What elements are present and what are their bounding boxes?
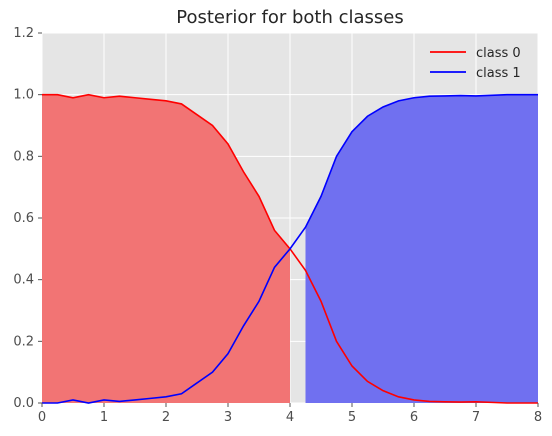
y-tick-label: 0.8 (13, 149, 34, 164)
area-class-1 (305, 94, 538, 404)
y-tick-label: 0.2 (13, 334, 34, 349)
series-line-class-1 (42, 93, 538, 404)
x-tick-label: 5 (348, 410, 356, 425)
series-lines (42, 93, 538, 404)
y-tick-label: 1.0 (13, 88, 34, 103)
chart-title: Posterior for both classes (176, 7, 404, 28)
y-tick-label: 0.0 (13, 396, 34, 411)
x-tick-label: 0 (38, 410, 46, 425)
x-tick-label: 3 (224, 410, 232, 425)
y-tick-label: 0.4 (13, 273, 34, 288)
y-tick-label: 1.2 (13, 26, 34, 41)
legend-label-class-0: class 0 (476, 46, 521, 61)
y-axis-ticks: 0.0 0.2 0.4 0.6 0.8 1.0 1.2 (13, 26, 42, 411)
x-tick-label: 2 (162, 410, 170, 425)
x-tick-label: 6 (410, 410, 418, 425)
x-tick-label: 8 (534, 410, 542, 425)
x-tick-label: 7 (472, 410, 480, 425)
y-tick-label: 0.6 (13, 211, 34, 226)
legend: class 0 class 1 (430, 46, 521, 81)
x-axis-ticks: 0 1 2 3 4 5 6 7 8 (38, 403, 542, 425)
filled-areas (42, 94, 538, 404)
legend-label-class-1: class 1 (476, 66, 521, 81)
x-tick-label: 4 (286, 410, 294, 425)
area-class-0 (42, 94, 290, 404)
x-tick-label: 1 (100, 410, 108, 425)
